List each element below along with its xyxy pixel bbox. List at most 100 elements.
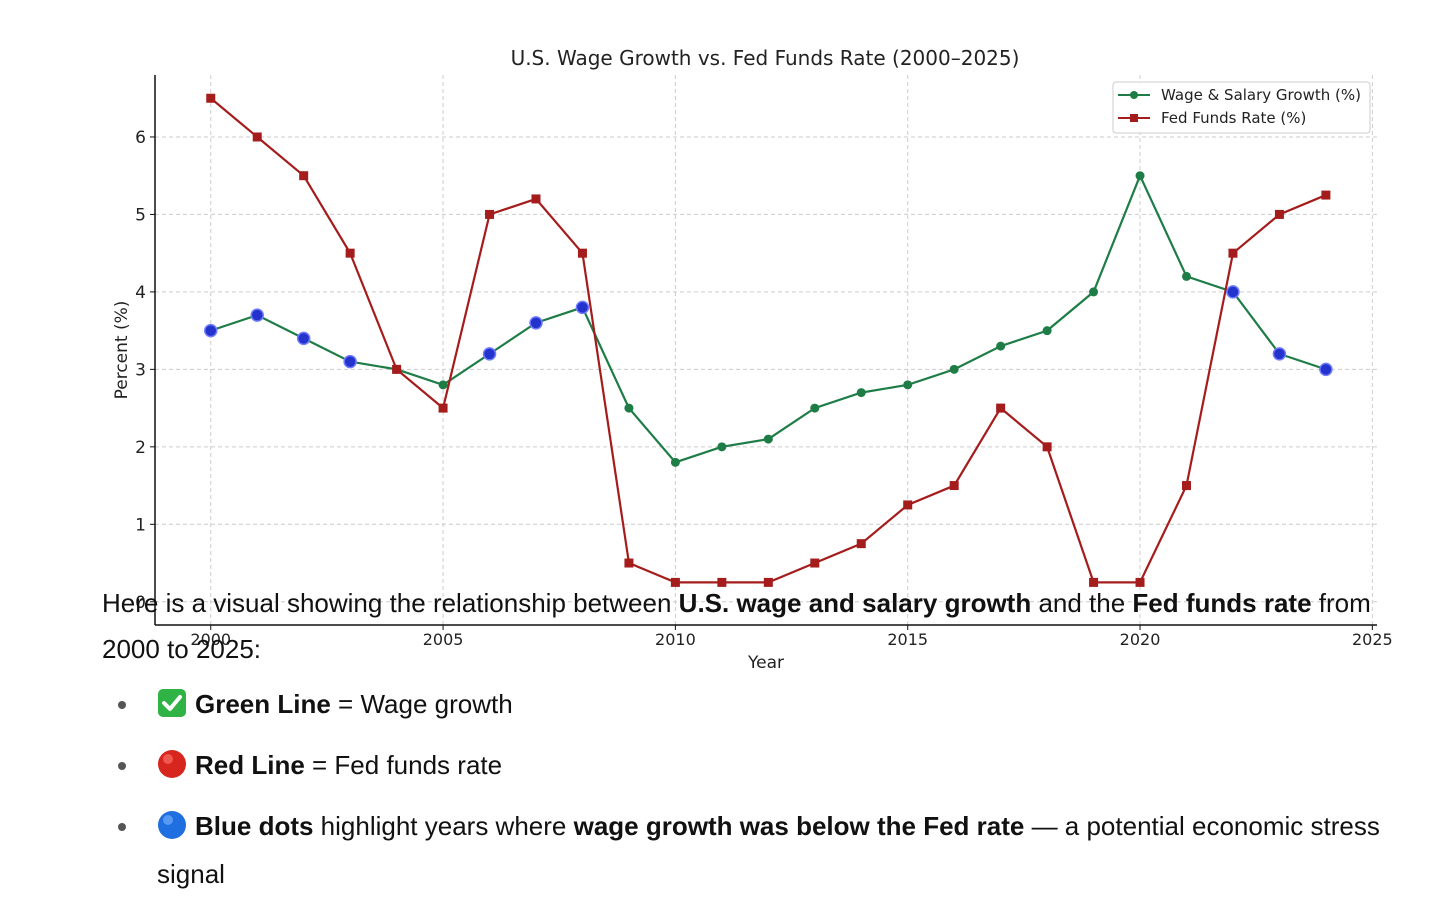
fed-funds-point	[717, 577, 727, 587]
wage-growth-point	[717, 442, 727, 452]
chart-title: U.S. Wage Growth vs. Fed Funds Rate (200…	[511, 46, 1020, 70]
intro-text-2: and the	[1031, 588, 1133, 618]
fed-funds-point	[206, 93, 216, 103]
y-tick-label: 2	[135, 438, 146, 458]
fed-funds-point	[763, 577, 773, 587]
wage-growth-point	[1042, 326, 1052, 336]
red-circle-icon	[158, 750, 186, 778]
grid	[155, 75, 1377, 625]
blue-highlight-dot	[250, 308, 264, 322]
bullet-red-rest: = Fed funds rate	[304, 750, 503, 780]
fed-funds-point	[1181, 481, 1191, 491]
fed-funds-point	[531, 194, 541, 204]
blue-highlight-dot	[1319, 362, 1333, 377]
x-tick-label: 2025	[1352, 630, 1393, 649]
fed-funds-point	[903, 500, 913, 510]
legend-box	[1112, 81, 1371, 134]
wage-growth-point	[1089, 287, 1099, 297]
fed-funds-point	[1228, 248, 1238, 258]
intro-paragraph: Here is a visual showing the relationshi…	[102, 580, 1392, 672]
fed-funds-point	[1135, 577, 1145, 587]
legend-wage-marker	[1130, 91, 1138, 99]
bullet-green-bold: Green Line	[195, 689, 331, 719]
x-tick-label: 2020	[1120, 630, 1161, 649]
x-tick-label: 2005	[423, 630, 464, 649]
y-axis-label: Percent (%)	[112, 301, 132, 400]
bullet-blue-rest: — a potential economic stress signal	[157, 811, 1380, 889]
y-tick-label: 4	[135, 283, 146, 303]
y-tick-label: 3	[135, 360, 146, 380]
bullet-green-line: Green Line = Wage growth	[102, 680, 1392, 728]
fed-funds-point	[577, 248, 587, 258]
green-check-icon	[158, 689, 186, 717]
wage-growth-point	[763, 434, 773, 444]
blue-highlight-dot	[1226, 285, 1240, 299]
fed-funds-point	[252, 132, 262, 142]
y-tick-label: 0	[135, 593, 146, 613]
intro-text-1: Here is a visual showing the relationshi…	[102, 588, 679, 618]
legend: Wage & Salary Growth (%) Fed Funds Rate …	[1112, 81, 1371, 134]
wage-growth-point	[996, 341, 1006, 351]
bullet-green-rest: = Wage growth	[330, 689, 513, 719]
bullet-red-bold: Red Line	[195, 750, 305, 780]
blue-highlight-dot	[1272, 347, 1287, 361]
wage-growth-point	[438, 380, 448, 390]
fed-funds-line	[210, 97, 1327, 584]
bullet-red-line: Red Line = Fed funds rate	[102, 741, 1392, 789]
intro-text-3: from 2000 to 2025:	[102, 588, 1371, 664]
bullet-blue-bold: Blue dots	[195, 811, 314, 841]
wage-growth-line	[210, 172, 1327, 464]
blue-highlight-dot	[482, 347, 497, 361]
legend-wage-label: Wage & Salary Growth (%)	[1161, 86, 1361, 104]
legend-fed-marker	[1130, 114, 1138, 122]
wage-growth-point	[856, 388, 866, 398]
fed-funds-point	[392, 364, 402, 374]
legend-fed-label: Fed Funds Rate (%)	[1161, 109, 1306, 127]
wage-growth-point	[1135, 171, 1145, 181]
fed-funds-point	[624, 558, 634, 568]
blue-circle-icon	[158, 811, 186, 839]
fed-funds-point	[1274, 209, 1284, 219]
fed-funds-point	[1042, 442, 1052, 452]
x-tick-label: 2000	[190, 630, 231, 649]
y-tick-label: 6	[135, 128, 146, 148]
wage-growth-point	[949, 364, 959, 374]
bullet-list: Green Line = Wage growth Red Line = Fed …	[102, 680, 1392, 898]
fed-funds-point	[485, 209, 495, 219]
wage-growth-point	[810, 403, 820, 413]
fed-funds-point	[996, 403, 1006, 413]
intro-bold-fed: Fed funds rate	[1132, 588, 1312, 618]
blue-highlight-dot	[296, 331, 311, 346]
wage-growth-point	[903, 380, 913, 390]
fed-funds-point	[856, 539, 866, 549]
intro-bold-wage: U.S. wage and salary growth	[678, 588, 1032, 618]
blue-highlight-dot	[529, 316, 543, 330]
bullet-blue-mid: highlight years where	[313, 811, 574, 841]
wage-growth-point	[670, 457, 680, 467]
y-tick-label: 1	[135, 515, 146, 535]
wage-growth-point	[1181, 271, 1191, 281]
fed-funds-point	[299, 171, 309, 181]
y-tick-label: 5	[135, 205, 146, 225]
x-axis-label: Year	[747, 653, 784, 673]
blue-highlight-dot	[575, 300, 590, 315]
bullet-blue-bold2: wage growth was below the Fed rate	[573, 811, 1025, 841]
x-tick-label: 2010	[655, 630, 696, 649]
blue-highlight-dot	[204, 323, 218, 338]
wage-growth-point	[624, 403, 634, 413]
fed-funds-point	[670, 577, 680, 587]
blue-highlight-dot	[343, 354, 357, 369]
fed-funds-point	[1089, 577, 1099, 587]
x-tick-label: 2015	[887, 630, 928, 649]
fed-funds-point	[438, 403, 448, 413]
fed-funds-point	[1321, 190, 1331, 200]
axes	[150, 75, 1377, 630]
fed-funds-point	[810, 558, 820, 568]
tick-labels: 2000 2005 2010 2015 2020 2025 0 1 2 3 4 5 6	[135, 128, 1393, 649]
fed-funds-point	[949, 481, 959, 491]
bullet-blue-dots: Blue dots highlight years where wage gro…	[102, 802, 1392, 898]
chart: U.S. Wage Growth vs. Fed Funds Rate (200…	[112, 46, 1393, 673]
fed-funds-point	[345, 248, 355, 258]
series-layer	[204, 93, 1333, 587]
response-text: Here is a visual showing the relationshi…	[102, 580, 1392, 911]
